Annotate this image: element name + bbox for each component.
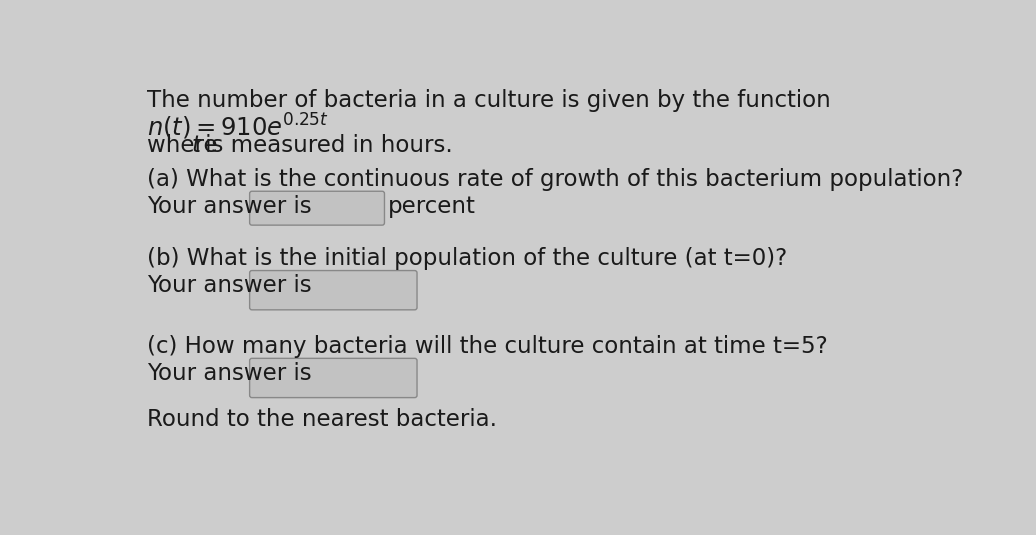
Text: The number of bacteria in a culture is given by the function: The number of bacteria in a culture is g… — [146, 89, 830, 112]
FancyBboxPatch shape — [250, 191, 384, 225]
Text: Your answer is: Your answer is — [146, 195, 311, 218]
Text: (b) What is the initial population of the culture (at t=0)?: (b) What is the initial population of th… — [146, 247, 786, 270]
Text: (c) How many bacteria will the culture contain at time t=5?: (c) How many bacteria will the culture c… — [146, 335, 828, 358]
Text: percent: percent — [388, 195, 477, 218]
Text: $n(t) = 910e^{0.25t}$: $n(t) = 910e^{0.25t}$ — [146, 112, 328, 142]
Text: is measured in hours.: is measured in hours. — [199, 134, 453, 157]
Text: Your answer is: Your answer is — [146, 274, 311, 297]
Text: t: t — [192, 134, 201, 157]
Text: Round to the nearest bacteria.: Round to the nearest bacteria. — [146, 408, 496, 431]
FancyBboxPatch shape — [250, 358, 418, 398]
Text: (a) What is the continuous rate of growth of this bacterium population?: (a) What is the continuous rate of growt… — [146, 168, 962, 191]
Text: where: where — [146, 134, 225, 157]
Text: Your answer is: Your answer is — [146, 362, 311, 385]
FancyBboxPatch shape — [250, 271, 418, 310]
